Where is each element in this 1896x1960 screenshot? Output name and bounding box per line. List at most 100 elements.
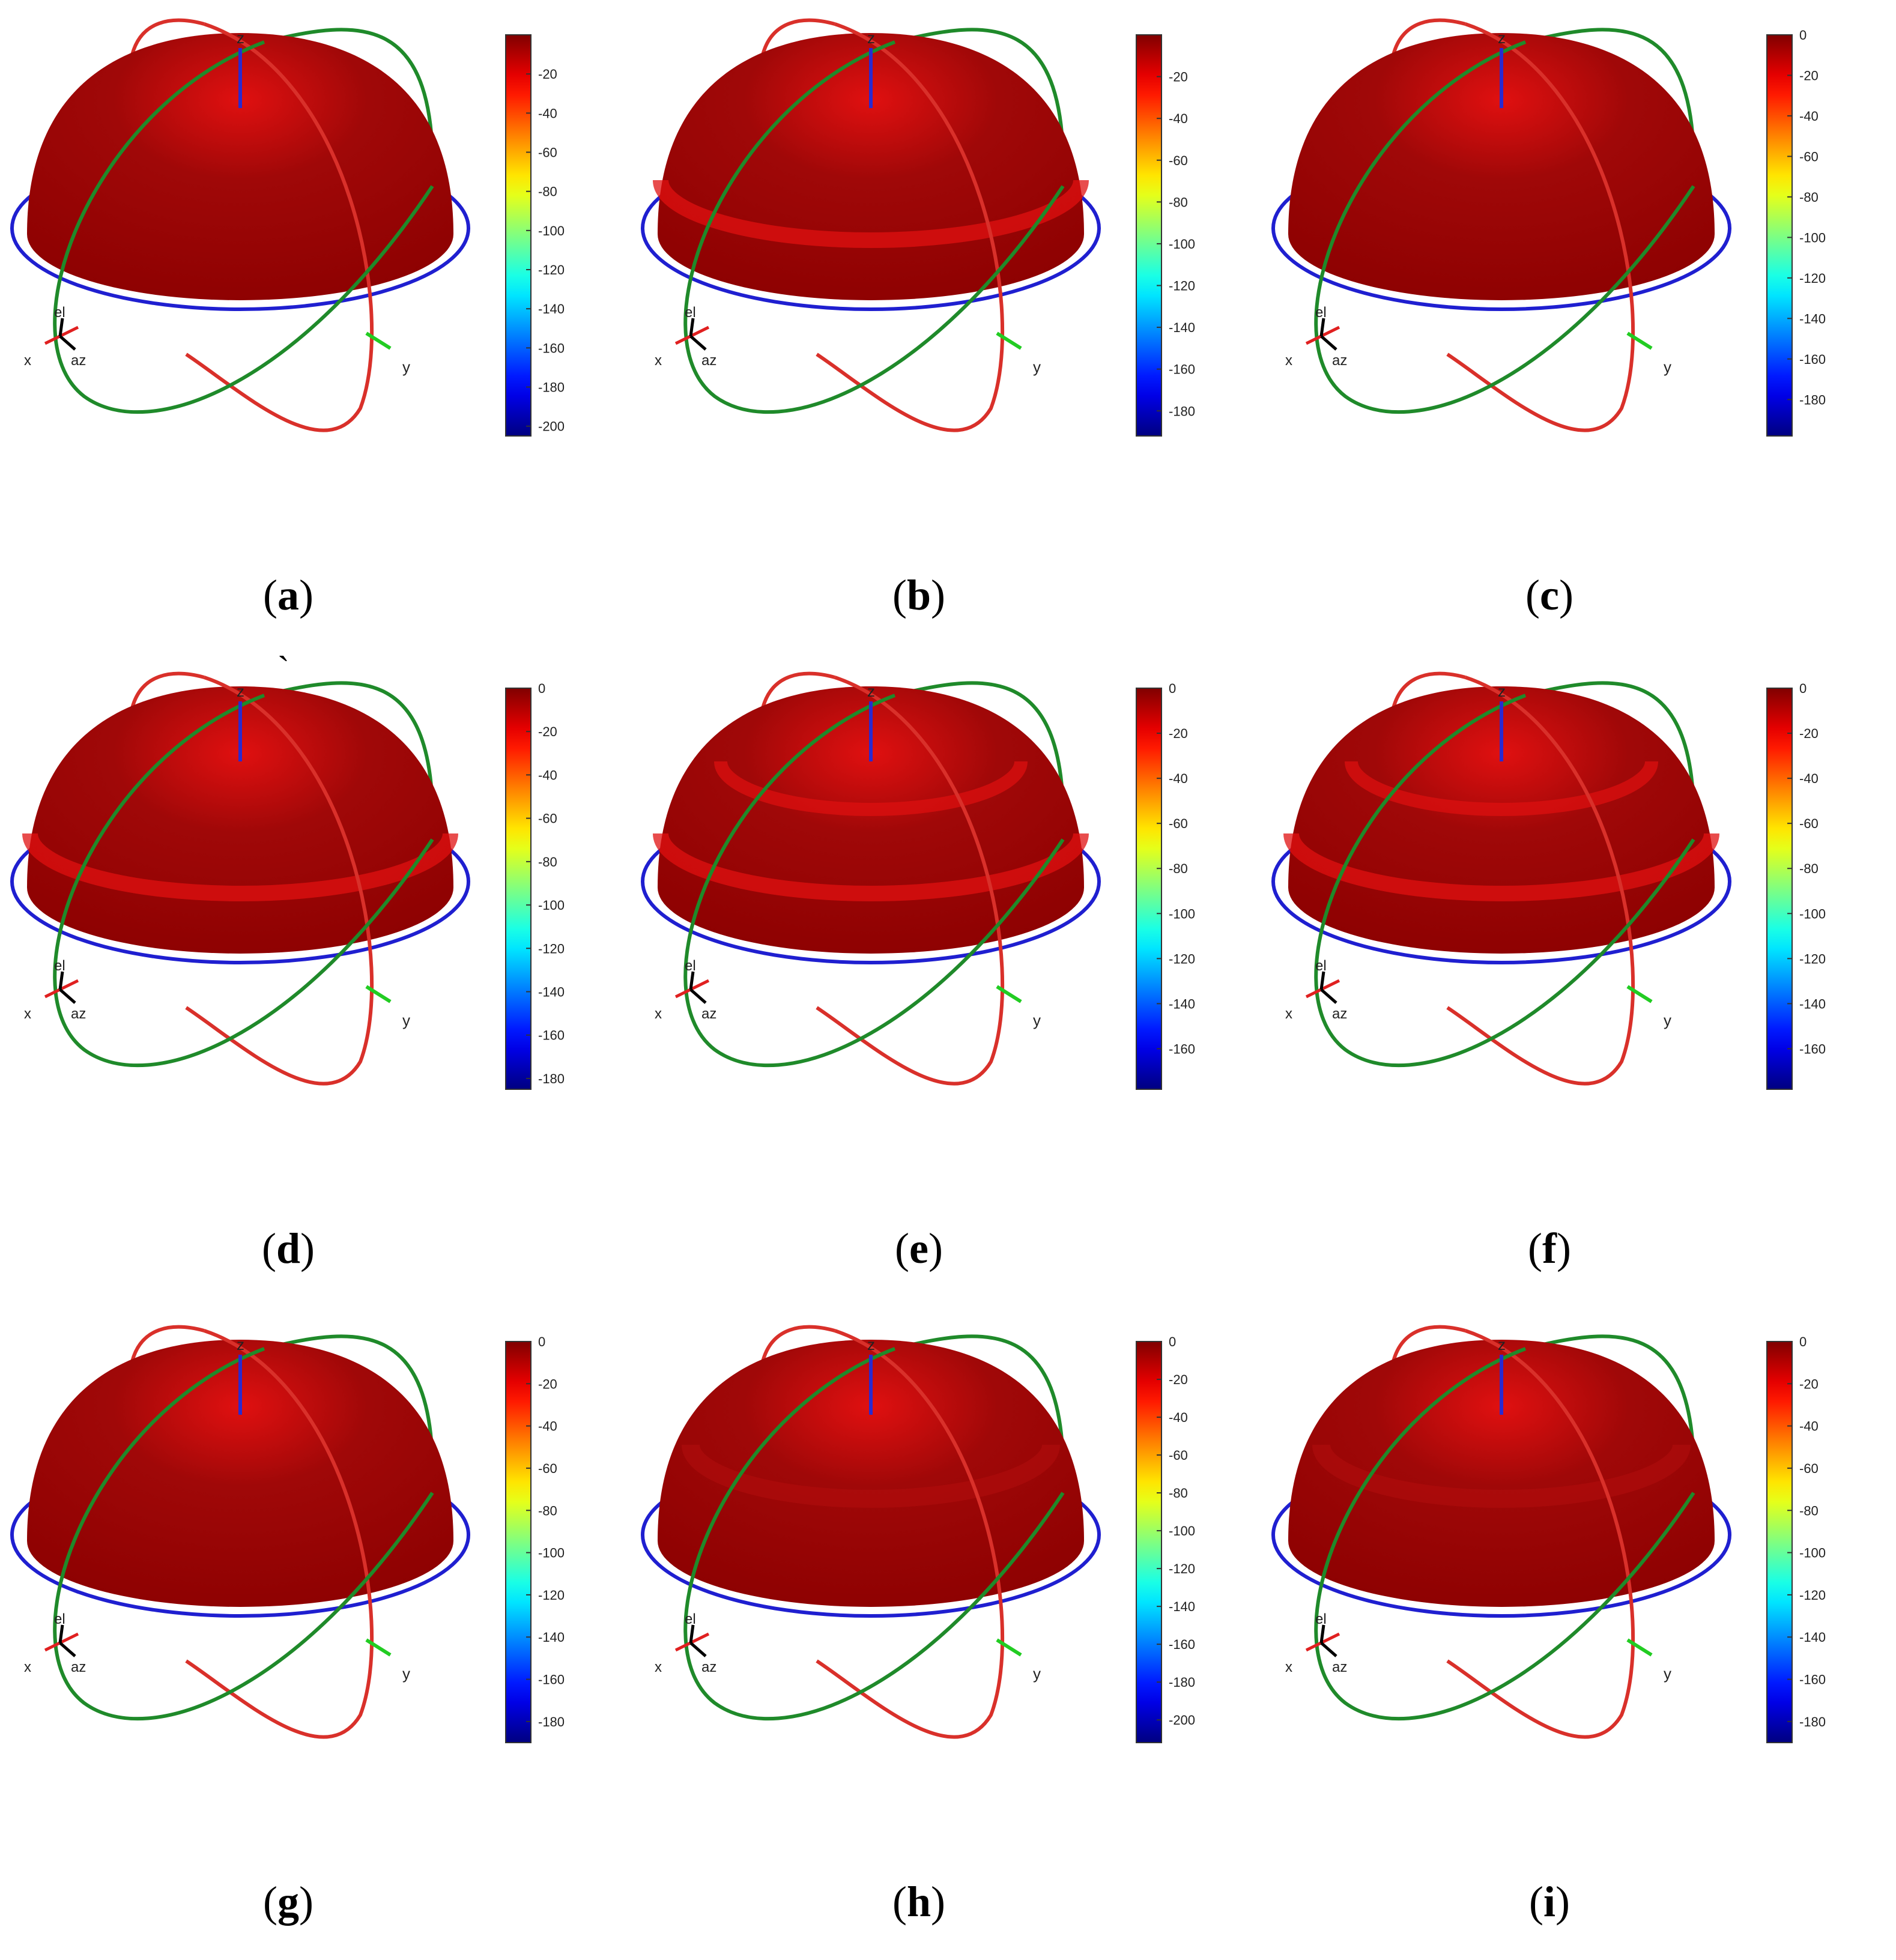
radiation-pattern-surface	[658, 1340, 1084, 1607]
colorbar-tick-label: -180	[538, 1071, 565, 1086]
panel-h: z y el az x 0 -20 -40 -60 -80 -100 -120 -140 -160 -180…	[631, 1307, 1262, 1960]
caption-close: )	[1556, 1224, 1571, 1272]
colorbar-tick-label: -60	[538, 145, 557, 160]
green-ring-front	[53, 1347, 434, 1721]
az-label: az	[1332, 1006, 1347, 1022]
el-label: el	[54, 304, 65, 321]
caption-close: )	[928, 1224, 943, 1272]
colorbar-tick-label: -160	[538, 1028, 565, 1043]
pattern-soft-band	[682, 1444, 1060, 1508]
colorbar-tick-label: -60	[1169, 1448, 1188, 1463]
az-label: az	[71, 1006, 86, 1022]
caption-open: (	[892, 571, 907, 619]
colorbar-tick-label: -140	[1799, 1630, 1826, 1645]
colorbar-tick-label: -100	[538, 1546, 565, 1561]
green-ring-front	[683, 40, 1065, 414]
radiation-pattern-surface	[27, 33, 453, 300]
colorbar-tick-label: -20	[538, 1376, 557, 1391]
colorbar-tick-label: -100	[1799, 1546, 1826, 1561]
el-arrow	[689, 971, 695, 990]
colorbar-tick-label: 0	[538, 1334, 545, 1349]
caption-open: (	[892, 1878, 907, 1926]
colorbar-tick-label: -120	[538, 262, 565, 277]
red-ring-front	[1446, 22, 1635, 432]
green-ring-front	[1314, 40, 1695, 414]
colorbar-tick-label: -60	[1799, 816, 1819, 831]
colorbar-tick-label: -140	[1169, 996, 1195, 1011]
colorbar-tick-label: -20	[538, 67, 557, 82]
panel-f: z y el az x 0 -20 -40 -60 -80 -100 -120 -140 -160 (f)	[1261, 653, 1893, 1307]
y-axis-label: y	[1033, 1665, 1041, 1683]
panel-caption: (b)	[631, 570, 1207, 620]
caption-open: (	[1525, 571, 1540, 619]
red-ring-front	[1446, 1329, 1635, 1739]
z-axis-label: z	[237, 29, 244, 47]
el-label: el	[1315, 1611, 1327, 1627]
caption-letter: b	[906, 571, 931, 619]
colorbar-tick-label: -180	[1169, 404, 1195, 419]
y-axis	[365, 1638, 392, 1657]
caption-letter: d	[276, 1224, 301, 1272]
radiation-pattern-surface	[1288, 33, 1715, 300]
azimuth-ring-front	[10, 881, 470, 964]
az-arrow	[59, 1642, 76, 1657]
caption-close: )	[931, 571, 945, 619]
colorbar-tick-label: -40	[538, 767, 557, 782]
y-axis	[996, 1638, 1022, 1657]
colorbar-tick-label: -200	[1169, 1713, 1195, 1728]
colorbar-tick-label: -40	[1169, 771, 1188, 786]
x-axis-label: x	[1285, 1006, 1292, 1022]
panel-caption: (g)	[0, 1877, 577, 1927]
colorbar-tick-label: -20	[1169, 1372, 1188, 1387]
pattern-plot-c: z y el az x 0 -20 -40 -60 -80 -100 -120 -140 -160 -180	[1271, 18, 1826, 437]
az-arrow	[59, 988, 76, 1004]
azimuth-ring-front	[10, 1534, 470, 1618]
colorbar-tick-label: -160	[1169, 1637, 1195, 1652]
y-axis	[365, 331, 392, 350]
colorbar	[505, 34, 532, 437]
colorbar-tick-label: -160	[1799, 1672, 1826, 1687]
colorbar-tick-label: -160	[1799, 1041, 1826, 1056]
y-axis	[996, 331, 1022, 350]
colorbar-tick-label: -80	[538, 184, 557, 199]
caption-open: (	[263, 571, 277, 619]
pattern-bright-band	[653, 180, 1089, 248]
colorbar-tick-label: -140	[1169, 1599, 1195, 1614]
colorbar-tick-label: -40	[538, 106, 557, 121]
red-ring-front	[816, 1329, 1005, 1739]
y-axis	[365, 985, 392, 1003]
green-ring-back	[894, 681, 1065, 840]
azimuth-ring-front	[1271, 881, 1731, 964]
colorbar-tick-label: -20	[1169, 726, 1188, 741]
pattern-soft-band	[1312, 1444, 1691, 1508]
panel-b: z y el az x -20 -40 -60 -80 -100 -120 -140 -160 -180 (…	[631, 0, 1262, 653]
z-axis-label: z	[867, 682, 875, 700]
az-label: az	[71, 1659, 86, 1675]
colorbar-tick-label: -40	[1169, 1410, 1188, 1425]
az-label: az	[701, 1659, 716, 1675]
colorbar-tick-label: -100	[1799, 906, 1826, 921]
colorbar-tick-label: -40	[1799, 771, 1819, 786]
az-label: az	[71, 352, 86, 369]
x-axis-label: x	[24, 1006, 31, 1022]
colorbar-tick-label: -100	[1169, 906, 1195, 921]
radiation-pattern-surface	[27, 1340, 453, 1607]
colorbar-tick-label: -80	[1799, 861, 1819, 876]
y-axis-label: y	[402, 358, 410, 376]
red-ring-front	[185, 1329, 374, 1739]
colorbar-tick-label: -180	[538, 380, 565, 395]
y-axis	[1626, 1638, 1653, 1657]
colorbar-tick-label: -40	[1799, 109, 1819, 124]
colorbar-tick-label: -140	[1799, 311, 1826, 326]
colorbar	[505, 1341, 532, 1743]
pattern-bright-band	[653, 833, 1089, 901]
el-arrow	[58, 971, 64, 990]
colorbar-tick-label: -80	[1169, 195, 1188, 210]
colorbar-tick-label: -140	[1799, 996, 1826, 1011]
z-axis-label: z	[237, 682, 244, 700]
pattern-bright-band	[22, 833, 458, 901]
z-axis-label: z	[867, 29, 875, 47]
az-arrow	[1320, 335, 1337, 351]
green-ring-front	[53, 694, 434, 1068]
el-arrow	[58, 318, 64, 337]
